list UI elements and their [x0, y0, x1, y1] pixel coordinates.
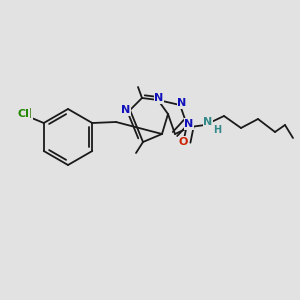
- Text: O: O: [178, 137, 188, 147]
- Text: N: N: [122, 105, 130, 115]
- Text: N: N: [177, 98, 187, 108]
- Text: N: N: [184, 119, 194, 129]
- Text: N: N: [203, 117, 213, 127]
- Text: Cl: Cl: [18, 109, 30, 119]
- Text: N: N: [154, 93, 164, 103]
- Text: Cl: Cl: [20, 109, 32, 122]
- Text: H: H: [213, 125, 221, 135]
